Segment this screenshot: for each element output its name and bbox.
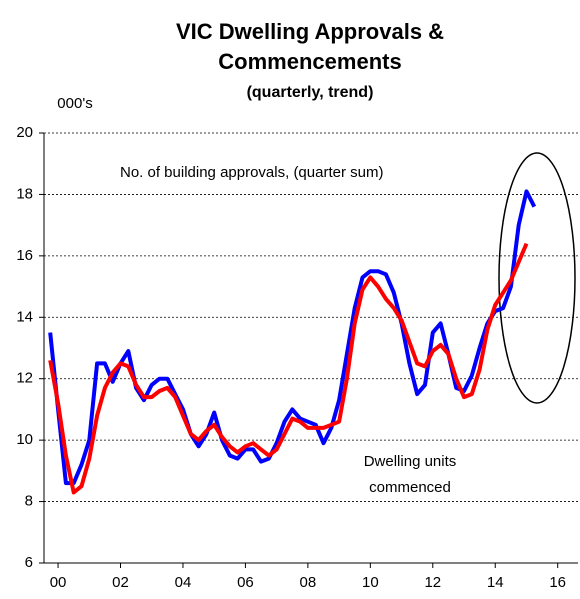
x-tick-label: 04: [175, 574, 192, 591]
highlight-ellipse: [498, 152, 576, 404]
annotation: commenced: [369, 479, 451, 496]
annotation: No. of building approvals, (quarter sum): [120, 164, 383, 181]
x-tick-label: 08: [300, 574, 317, 591]
x-tick-label: 16: [549, 574, 566, 591]
series-line: [48, 242, 529, 495]
x-tick-label: 14: [487, 574, 504, 591]
chart-title: VIC Dwelling Approvals &: [176, 19, 444, 44]
x-tick-label: 00: [50, 574, 67, 591]
x-tick-label: 02: [112, 574, 129, 591]
chart-subtitle: (quarterly, trend): [247, 84, 374, 101]
y-tick-label: 20: [16, 124, 33, 141]
y-tick-label: 14: [16, 308, 33, 325]
x-tick-label: 12: [424, 574, 441, 591]
x-tick-label: 10: [362, 574, 379, 591]
annotation: Dwelling units: [364, 453, 457, 470]
y-tick-label: 10: [16, 431, 33, 448]
y-tick-label: 18: [16, 185, 33, 202]
y-axis-label: 000's: [57, 95, 92, 112]
x-tick-label: 06: [237, 574, 254, 591]
chart-title: Commencements: [218, 49, 401, 74]
y-tick-label: 6: [25, 554, 33, 571]
y-tick-label: 12: [16, 370, 33, 387]
series-line: [48, 189, 537, 486]
y-tick-label: 8: [25, 493, 33, 510]
y-tick-label: 16: [16, 247, 33, 264]
